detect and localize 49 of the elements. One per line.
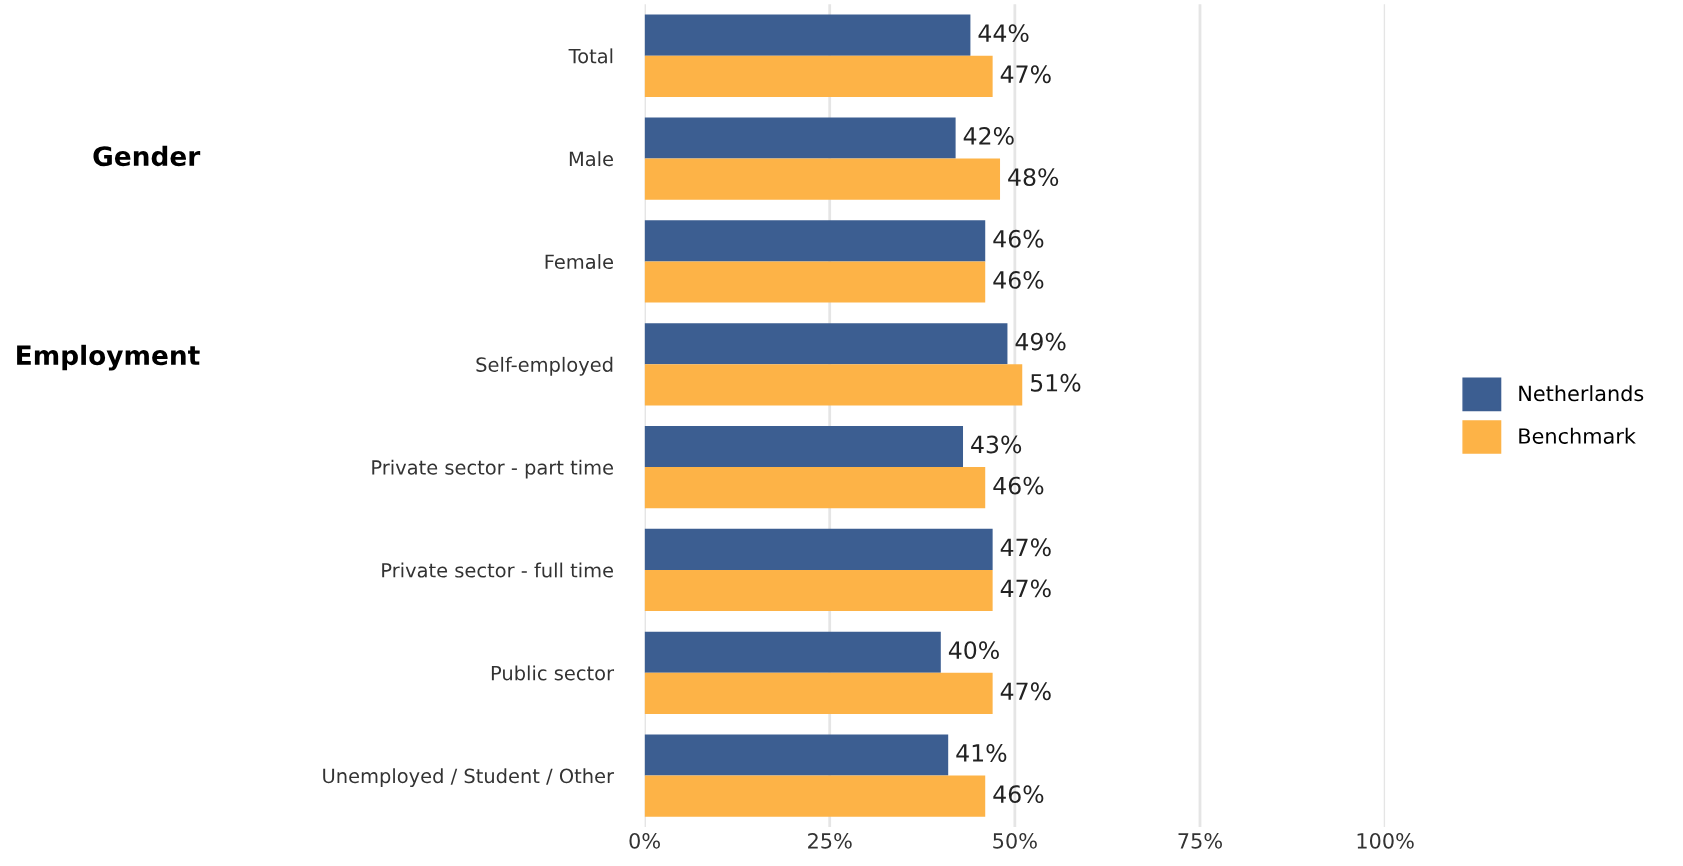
- bar: [644, 631, 941, 673]
- data-label: 46%: [993, 229, 1044, 248]
- bar: [644, 55, 993, 97]
- data-label: 40%: [948, 641, 999, 660]
- bar: [644, 672, 993, 714]
- data-label: 41%: [956, 744, 1007, 762]
- bar: [644, 14, 971, 56]
- y-tick-label: Total: [568, 48, 613, 64]
- data-label: 42%: [963, 127, 1014, 145]
- data-label: 46%: [993, 270, 1044, 289]
- y-tick-label: Unemployed / Student / Other: [323, 768, 615, 788]
- text: Employment: [17, 344, 200, 371]
- data-label: 47%: [1000, 538, 1051, 557]
- x-tick-label: 75%: [1178, 832, 1222, 849]
- bar: [644, 734, 949, 776]
- bar: [644, 364, 1023, 406]
- bar: [644, 775, 986, 817]
- data-label: 47%: [1000, 579, 1051, 598]
- bar: [644, 323, 1008, 365]
- y-tick-label: Public sector: [491, 665, 615, 681]
- data-label: 43%: [971, 435, 1022, 454]
- x-tick-label: 100%: [1357, 832, 1414, 849]
- bar: [644, 117, 956, 159]
- data-label: 51%: [1031, 373, 1081, 392]
- y-tick-label: Male: [569, 151, 613, 167]
- y-tick-label: Female: [545, 254, 613, 270]
- bar: [644, 261, 986, 303]
- x-tick-label: 25%: [808, 832, 852, 849]
- bar: [644, 425, 964, 468]
- x-tick-label: 0%: [629, 832, 660, 849]
- y-tick-label: Private sector - full time: [382, 562, 614, 578]
- y-tick-label: Self-employed: [476, 356, 613, 376]
- data-label: 44%: [978, 24, 1029, 43]
- data-label: 46%: [993, 785, 1044, 804]
- data-label: 46%: [993, 476, 1044, 495]
- bar: [644, 569, 993, 612]
- bar: [644, 467, 986, 509]
- y-tick-label: Private sector - part time: [372, 459, 614, 479]
- x-tick-label: 50%: [993, 832, 1037, 849]
- legend-label: Benchmark: [1519, 427, 1636, 444]
- bar: [644, 528, 993, 570]
- data-label: 49%: [1015, 332, 1066, 351]
- data-label: 47%: [1000, 682, 1051, 701]
- data-label: 47%: [1000, 65, 1051, 84]
- text: Gender: [93, 145, 201, 167]
- bar: [644, 158, 1001, 200]
- data-label: 48%: [1008, 168, 1059, 186]
- bar: [644, 220, 986, 262]
- legend-label: Netherlands: [1519, 385, 1644, 402]
